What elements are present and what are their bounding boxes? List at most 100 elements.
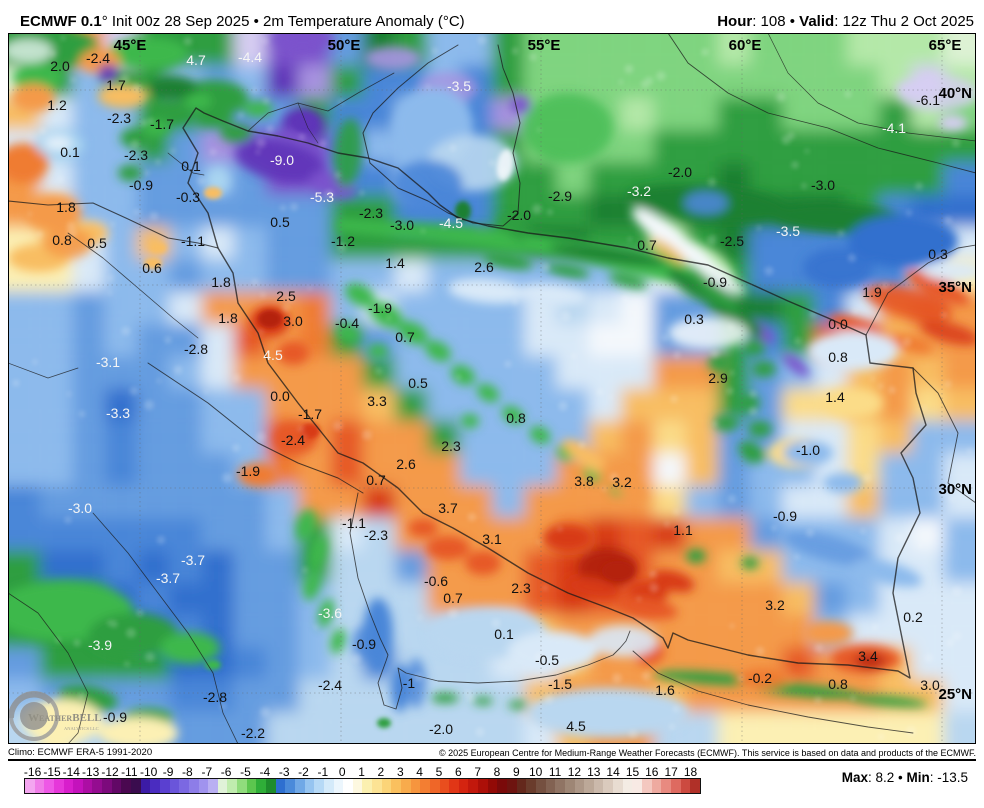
svg-text:0.1: 0.1 xyxy=(494,626,514,642)
svg-text:1.8: 1.8 xyxy=(211,274,231,290)
svg-text:-1.1: -1.1 xyxy=(180,233,204,249)
svg-text:WEATHERBELL: WEATHERBELL xyxy=(28,712,102,724)
svg-text:40°N: 40°N xyxy=(938,85,972,102)
svg-text:65°E: 65°E xyxy=(928,37,961,54)
svg-text:-2.3: -2.3 xyxy=(358,205,382,221)
svg-text:4.7: 4.7 xyxy=(186,52,206,68)
svg-text:-0.9: -0.9 xyxy=(128,177,152,193)
svg-text:2.6: 2.6 xyxy=(474,259,494,275)
svg-text:0.6: 0.6 xyxy=(142,260,162,276)
svg-text:0.3: 0.3 xyxy=(684,311,704,327)
svg-text:2.3: 2.3 xyxy=(441,438,461,454)
svg-text:-1: -1 xyxy=(402,675,415,691)
svg-text:25°N: 25°N xyxy=(938,686,972,703)
svg-text:-2.2: -2.2 xyxy=(240,725,264,741)
svg-text:-2.3: -2.3 xyxy=(106,110,130,126)
svg-text:60°E: 60°E xyxy=(728,37,761,54)
svg-text:-0.9: -0.9 xyxy=(351,636,375,652)
svg-text:-2.3: -2.3 xyxy=(363,527,387,543)
svg-text:-0.3: -0.3 xyxy=(175,189,199,205)
svg-text:3.2: 3.2 xyxy=(612,474,632,490)
svg-text:0.7: 0.7 xyxy=(366,472,386,488)
svg-text:-5.3: -5.3 xyxy=(309,189,333,205)
svg-text:-1.1: -1.1 xyxy=(341,515,365,531)
svg-text:-0.5: -0.5 xyxy=(534,652,558,668)
svg-text:3.2: 3.2 xyxy=(765,597,785,613)
svg-text:3.4: 3.4 xyxy=(858,648,878,664)
svg-text:-1.5: -1.5 xyxy=(547,676,571,692)
svg-text:-3.6: -3.6 xyxy=(317,605,341,621)
svg-text:-1.9: -1.9 xyxy=(367,300,391,316)
svg-text:3.3: 3.3 xyxy=(367,393,387,409)
svg-text:2.3: 2.3 xyxy=(511,580,531,596)
svg-text:-3.5: -3.5 xyxy=(446,78,470,94)
svg-text:0.8: 0.8 xyxy=(828,676,848,692)
svg-text:0.8: 0.8 xyxy=(506,410,526,426)
svg-text:0.7: 0.7 xyxy=(637,237,657,253)
svg-text:1.2: 1.2 xyxy=(47,97,67,113)
svg-text:30°N: 30°N xyxy=(938,481,972,498)
svg-text:50°E: 50°E xyxy=(327,37,360,54)
svg-text:-3.0: -3.0 xyxy=(389,217,413,233)
svg-text:-0.9: -0.9 xyxy=(102,709,126,725)
svg-text:1.4: 1.4 xyxy=(385,255,405,271)
svg-text:3.7: 3.7 xyxy=(438,500,458,516)
svg-text:3.0: 3.0 xyxy=(283,313,303,329)
svg-text:-2.5: -2.5 xyxy=(719,233,743,249)
svg-text:-3.1: -3.1 xyxy=(95,354,119,370)
svg-text:-2.4: -2.4 xyxy=(85,50,109,66)
svg-text:-0.9: -0.9 xyxy=(772,508,796,524)
svg-text:0.2: 0.2 xyxy=(903,609,923,625)
svg-text:-3.0: -3.0 xyxy=(810,177,834,193)
svg-text:0.8: 0.8 xyxy=(828,349,848,365)
svg-text:-0.9: -0.9 xyxy=(702,274,726,290)
svg-text:0.7: 0.7 xyxy=(443,590,463,606)
svg-text:0.5: 0.5 xyxy=(408,375,428,391)
svg-text:-1.9: -1.9 xyxy=(235,463,259,479)
svg-text:4.5: 4.5 xyxy=(263,347,283,363)
svg-text:3.1: 3.1 xyxy=(482,531,502,547)
svg-text:-3.3: -3.3 xyxy=(105,405,129,421)
svg-text:0.1: 0.1 xyxy=(181,158,201,174)
svg-text:-3.0: -3.0 xyxy=(67,500,91,516)
svg-text:0.7: 0.7 xyxy=(395,329,415,345)
svg-text:0.8: 0.8 xyxy=(52,232,72,248)
svg-text:-3.2: -3.2 xyxy=(626,183,650,199)
svg-text:1.4: 1.4 xyxy=(825,389,845,405)
svg-text:-9.0: -9.0 xyxy=(269,152,293,168)
svg-text:1.1: 1.1 xyxy=(673,522,693,538)
svg-text:1.8: 1.8 xyxy=(218,310,238,326)
svg-text:1.7: 1.7 xyxy=(106,77,126,93)
svg-text:0.0: 0.0 xyxy=(828,316,848,332)
svg-text:-2.8: -2.8 xyxy=(202,689,226,705)
svg-text:-0.4: -0.4 xyxy=(334,315,358,331)
svg-text:3.8: 3.8 xyxy=(574,473,594,489)
svg-text:-2.0: -2.0 xyxy=(506,207,530,223)
svg-text:55°E: 55°E xyxy=(527,37,560,54)
svg-text:-3.9: -3.9 xyxy=(87,637,111,653)
svg-text:-3.7: -3.7 xyxy=(155,570,179,586)
svg-text:0.3: 0.3 xyxy=(928,246,948,262)
svg-text:0.1: 0.1 xyxy=(60,144,80,160)
svg-text:-2.3: -2.3 xyxy=(123,147,147,163)
svg-text:2.5: 2.5 xyxy=(276,288,296,304)
svg-text:-0.2: -0.2 xyxy=(747,670,771,686)
svg-text:-1.7: -1.7 xyxy=(297,406,321,422)
svg-text:-2.0: -2.0 xyxy=(667,164,691,180)
svg-text:1.8: 1.8 xyxy=(56,199,76,215)
svg-text:-6.1: -6.1 xyxy=(915,92,939,108)
svg-text:2.9: 2.9 xyxy=(708,370,728,386)
svg-text:0.5: 0.5 xyxy=(87,235,107,251)
svg-text:2.6: 2.6 xyxy=(396,456,416,472)
svg-text:45°E: 45°E xyxy=(113,37,146,54)
svg-text:-3.5: -3.5 xyxy=(775,223,799,239)
svg-text:2.0: 2.0 xyxy=(50,58,70,74)
svg-text:-1.7: -1.7 xyxy=(149,116,173,132)
svg-text:-0.6: -0.6 xyxy=(423,573,447,589)
svg-text:-1.0: -1.0 xyxy=(795,442,819,458)
svg-text:-2.4: -2.4 xyxy=(280,432,304,448)
svg-text:0.0: 0.0 xyxy=(270,388,290,404)
svg-text:-2.0: -2.0 xyxy=(428,721,452,737)
svg-text:-2.8: -2.8 xyxy=(183,341,207,357)
svg-text:1.6: 1.6 xyxy=(655,682,675,698)
